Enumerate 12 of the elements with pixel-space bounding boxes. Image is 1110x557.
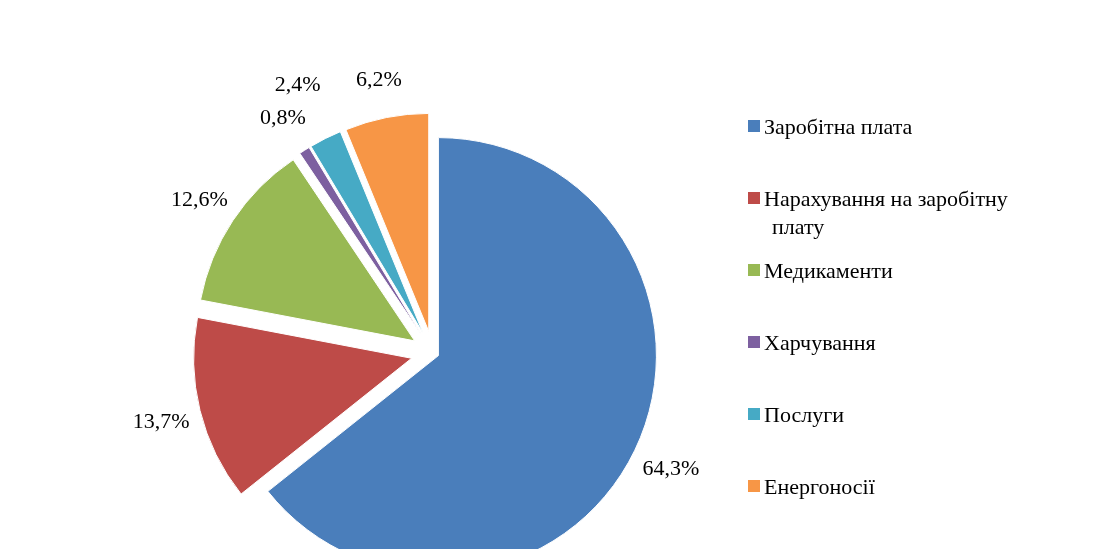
legend-label: Медикаменти xyxy=(764,257,893,283)
data-label: 6,2% xyxy=(355,65,402,91)
legend-label: Енергоносії xyxy=(764,473,876,499)
legend-label: Нарахування на заробітну плату xyxy=(764,185,1008,239)
data-label: 64,3% xyxy=(642,455,700,481)
legend-label: Харчування xyxy=(764,329,876,355)
data-label: 2,4% xyxy=(274,70,321,96)
data-label: 13,7% xyxy=(132,407,190,433)
data-label: 0,8% xyxy=(260,104,306,130)
data-label: 12,6% xyxy=(171,186,228,212)
legend-label: Заробітна плата xyxy=(764,113,913,139)
legend-label: Послуги xyxy=(764,401,845,427)
